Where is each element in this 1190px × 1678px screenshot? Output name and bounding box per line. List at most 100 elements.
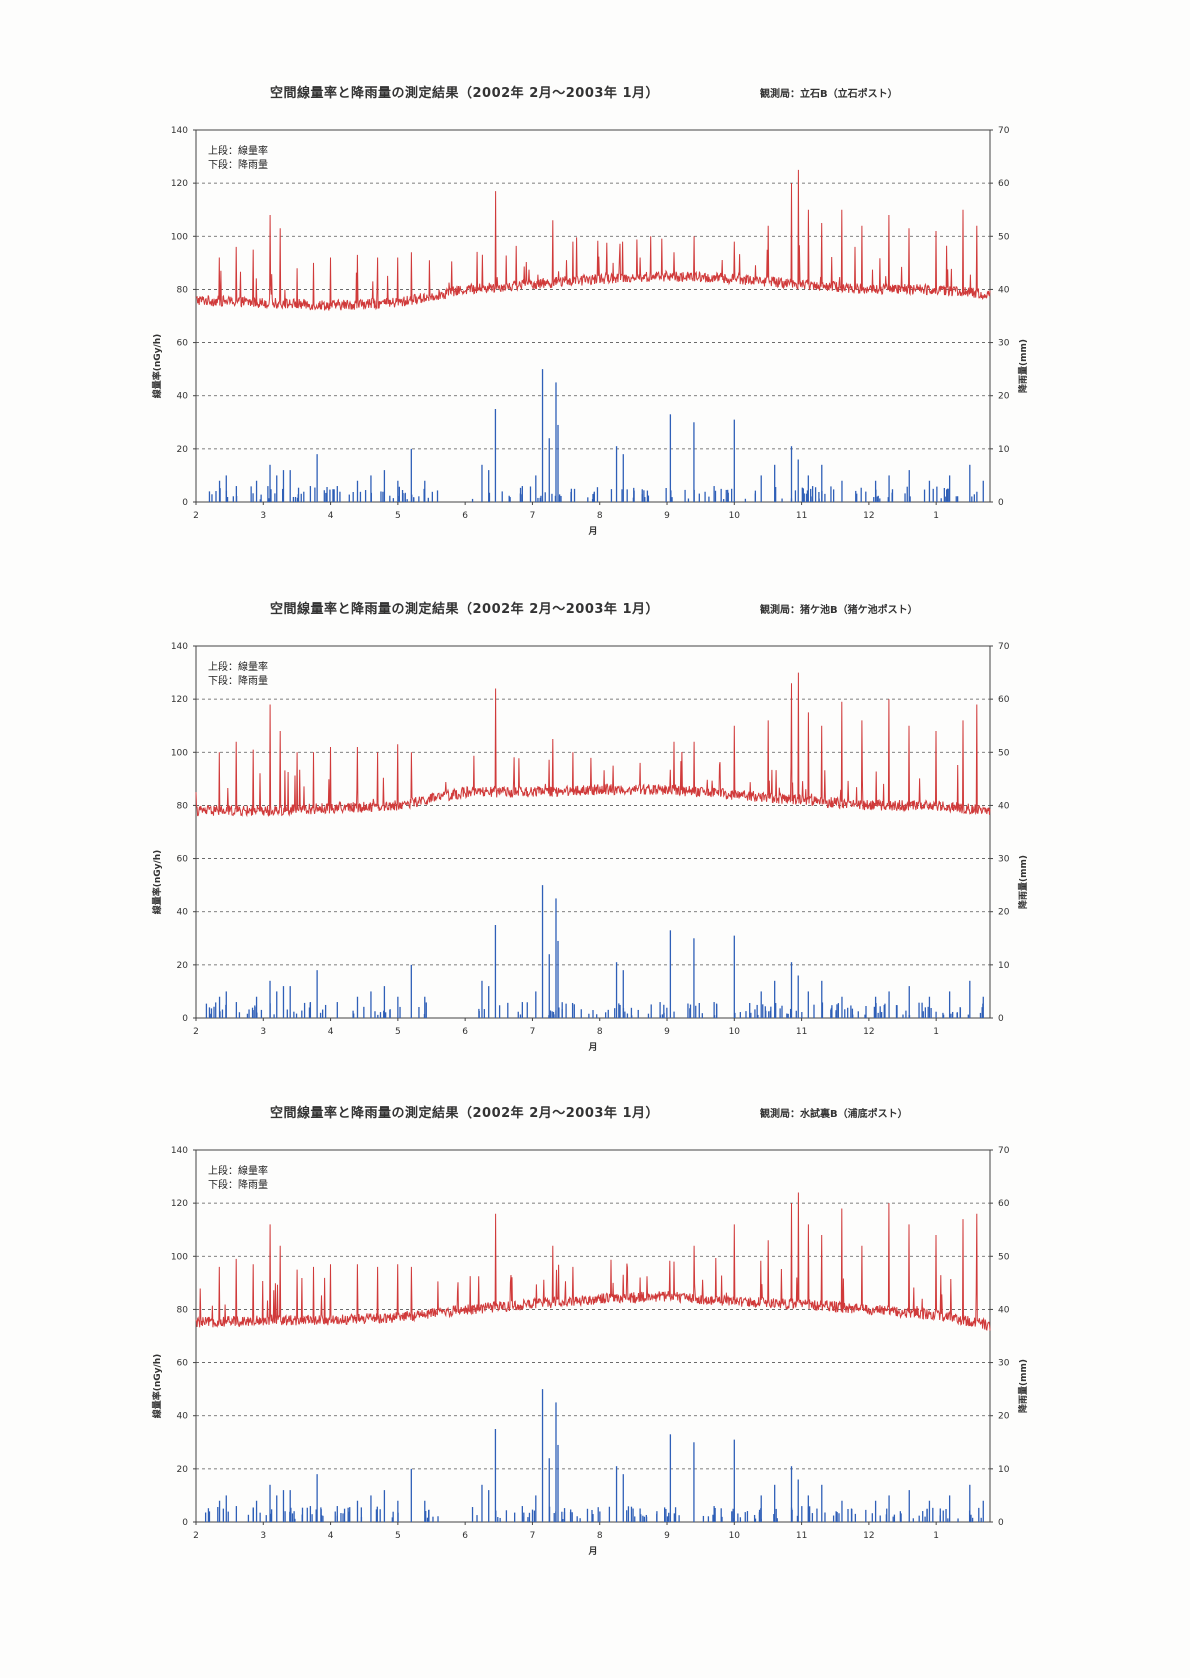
chart-svg-2: 0 20 40 60 80 100 120 140 0 10 20 30 40 50 60 70 2 3 4 5 6 7 8… bbox=[151, 642, 1029, 1053]
x-tick-label: 2 bbox=[193, 1531, 199, 1541]
chart-svg-3: 0 20 40 60 80 100 120 140 0 10 20 30 40 50 60 70 2 3 4 5 6 7 8… bbox=[151, 1146, 1029, 1557]
x-tick-label: 3 bbox=[260, 1027, 266, 1037]
dose-rate-line bbox=[195, 672, 991, 818]
y-left-tick-label: 100 bbox=[171, 1252, 188, 1262]
y-right-tick-label: 70 bbox=[998, 126, 1010, 136]
x-tick-label: 7 bbox=[530, 1531, 536, 1541]
legend-entry: 下段：降雨量 bbox=[208, 1178, 268, 1191]
y-left-tick-label: 120 bbox=[171, 1199, 188, 1209]
y-left-tick-label: 20 bbox=[177, 961, 189, 971]
y-right-tick-label: 40 bbox=[998, 801, 1010, 811]
y-right-axis-title: 降雨量(mm) bbox=[1017, 339, 1029, 393]
y-right-axis-title: 降雨量(mm) bbox=[1017, 1359, 1029, 1413]
y-right-tick-label: 60 bbox=[998, 1199, 1010, 1209]
y-right-tick-label: 10 bbox=[998, 1465, 1010, 1475]
y-right-tick-label: 20 bbox=[998, 908, 1010, 918]
y-left-tick-label: 40 bbox=[177, 1412, 189, 1422]
station-label: 観測局：立石B（立石ポスト） bbox=[760, 89, 898, 100]
y-right-tick-label: 20 bbox=[998, 1412, 1010, 1422]
x-tick-label: 4 bbox=[328, 1027, 334, 1037]
x-tick-label: 7 bbox=[530, 1027, 536, 1037]
y-right-tick-label: 0 bbox=[998, 498, 1004, 508]
y-right-tick-label: 30 bbox=[998, 1359, 1010, 1369]
y-right-tick-label: 10 bbox=[998, 445, 1010, 455]
chart-title: 空間線量率と降雨量の測定結果（2002年 2月～2003年 1月） bbox=[270, 602, 660, 617]
y-left-axis-title: 線量率(nGy/h) bbox=[151, 850, 163, 915]
y-right-tick-label: 60 bbox=[998, 179, 1010, 189]
y-left-tick-label: 80 bbox=[177, 801, 189, 811]
x-axis-title: 月 bbox=[587, 526, 597, 537]
y-right-tick-label: 0 bbox=[998, 1014, 1004, 1024]
x-tick-label: 1 bbox=[933, 1531, 939, 1541]
x-tick-label: 5 bbox=[395, 511, 401, 521]
x-tick-label: 2 bbox=[193, 511, 199, 521]
y-left-tick-label: 20 bbox=[177, 445, 189, 455]
y-left-tick-label: 60 bbox=[177, 1359, 189, 1369]
y-right-tick-label: 60 bbox=[998, 695, 1010, 705]
y-left-tick-label: 140 bbox=[171, 1146, 188, 1156]
y-right-tick-label: 10 bbox=[998, 961, 1010, 971]
y-left-tick-label: 60 bbox=[177, 855, 189, 865]
y-left-tick-label: 40 bbox=[177, 392, 189, 402]
y-right-tick-label: 0 bbox=[998, 1518, 1004, 1528]
chart-panel-2: 空間線量率と降雨量の測定結果（2002年 2月～2003年 1月） 観測局：猪ケ… bbox=[0, 598, 1190, 1118]
dose-rate-line bbox=[195, 1192, 991, 1331]
x-tick-label: 7 bbox=[530, 511, 536, 521]
x-tick-label: 5 bbox=[395, 1531, 401, 1541]
y-left-tick-label: 120 bbox=[171, 695, 188, 705]
y-right-axis-title: 降雨量(mm) bbox=[1017, 855, 1029, 909]
x-tick-label: 6 bbox=[462, 1531, 468, 1541]
y-left-tick-label: 140 bbox=[171, 642, 188, 652]
y-left-axis-title: 線量率(nGy/h) bbox=[151, 334, 163, 399]
y-left-tick-label: 140 bbox=[171, 126, 188, 136]
y-left-tick-label: 0 bbox=[182, 1014, 188, 1024]
y-right-tick-label: 30 bbox=[998, 339, 1010, 349]
x-tick-label: 1 bbox=[933, 511, 939, 521]
x-tick-label: 8 bbox=[597, 511, 603, 521]
y-left-tick-label: 40 bbox=[177, 908, 189, 918]
chart-panel-3: 空間線量率と降雨量の測定結果（2002年 2月～2003年 1月） 観測局：水試… bbox=[0, 1102, 1190, 1622]
y-left-tick-label: 0 bbox=[182, 498, 188, 508]
x-tick-label: 6 bbox=[462, 1027, 468, 1037]
chart-svg-1: 0 20 40 60 80 100 120 140 0 10 20 30 40 50 60 70 2 3 4 5 6 7 8… bbox=[151, 126, 1029, 537]
x-tick-label: 3 bbox=[260, 511, 266, 521]
x-tick-label: 10 bbox=[729, 1531, 741, 1541]
x-axis-title: 月 bbox=[587, 1042, 597, 1053]
legend-entry: 下段：降雨量 bbox=[208, 158, 268, 171]
y-left-tick-label: 20 bbox=[177, 1465, 189, 1475]
y-right-tick-label: 50 bbox=[998, 748, 1010, 758]
x-tick-label: 2 bbox=[193, 1027, 199, 1037]
y-right-tick-label: 20 bbox=[998, 392, 1010, 402]
x-tick-label: 6 bbox=[462, 511, 468, 521]
x-tick-label: 3 bbox=[260, 1531, 266, 1541]
x-tick-label: 12 bbox=[863, 1531, 874, 1541]
legend-entry: 上段：線量率 bbox=[208, 660, 268, 673]
station-label: 観測局：猪ケ池B（猪ケ池ポスト） bbox=[760, 605, 918, 616]
x-tick-label: 12 bbox=[863, 511, 874, 521]
y-left-tick-label: 60 bbox=[177, 339, 189, 349]
y-left-tick-label: 80 bbox=[177, 285, 189, 295]
x-tick-label: 9 bbox=[664, 1531, 670, 1541]
x-tick-label: 10 bbox=[729, 511, 741, 521]
y-left-tick-label: 120 bbox=[171, 179, 188, 189]
y-right-tick-label: 40 bbox=[998, 1305, 1010, 1315]
chart-title: 空間線量率と降雨量の測定結果（2002年 2月～2003年 1月） bbox=[270, 1106, 660, 1121]
y-left-tick-label: 100 bbox=[171, 232, 188, 242]
x-tick-label: 11 bbox=[796, 511, 807, 521]
legend-entry: 上段：線量率 bbox=[208, 144, 268, 157]
x-tick-label: 9 bbox=[664, 1027, 670, 1037]
y-right-tick-label: 50 bbox=[998, 1252, 1010, 1262]
plot-frame bbox=[195, 645, 991, 1019]
chart-title: 空間線量率と降雨量の測定結果（2002年 2月～2003年 1月） bbox=[270, 86, 660, 101]
plot-frame bbox=[195, 1149, 991, 1523]
station-label: 観測局：水試裏B（浦底ポスト） bbox=[760, 1109, 908, 1120]
x-tick-label: 4 bbox=[328, 511, 334, 521]
x-tick-label: 1 bbox=[933, 1027, 939, 1037]
chart-panel-1: 空間線量率と降雨量の測定結果（2002年 2月～2003年 1月） 観測局：立石… bbox=[0, 82, 1190, 602]
x-tick-label: 10 bbox=[729, 1027, 741, 1037]
x-tick-label: 5 bbox=[395, 1027, 401, 1037]
dose-rate-line bbox=[195, 169, 991, 311]
y-left-tick-label: 80 bbox=[177, 1305, 189, 1315]
x-axis-title: 月 bbox=[587, 1546, 597, 1557]
y-right-tick-label: 70 bbox=[998, 642, 1010, 652]
